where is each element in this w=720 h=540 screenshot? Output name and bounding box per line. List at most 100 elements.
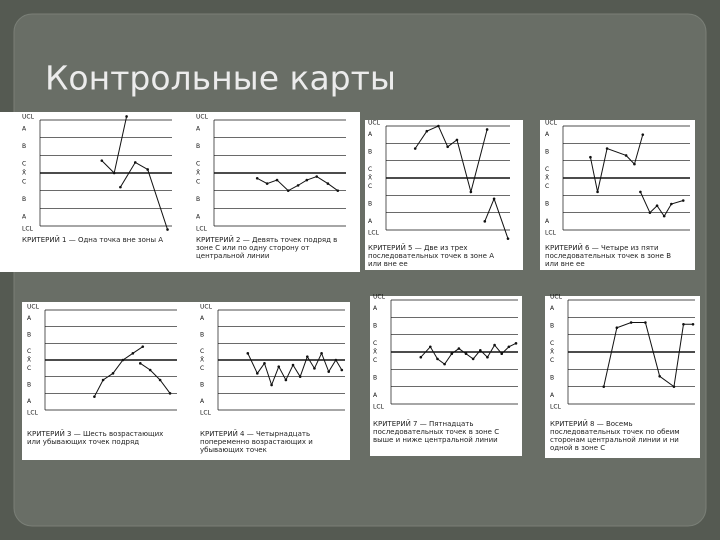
point: [471, 357, 475, 361]
zone-label: B: [27, 332, 31, 339]
point: [148, 368, 152, 372]
zone-label: UCL: [373, 294, 386, 301]
zone-label: C: [196, 178, 200, 185]
zone-label: A: [196, 125, 201, 132]
point: [334, 358, 338, 362]
point: [296, 184, 300, 187]
point: [486, 355, 489, 359]
point: [315, 175, 319, 178]
point: [485, 128, 489, 131]
zone-label: C: [368, 183, 372, 190]
zone-label: A: [550, 305, 555, 312]
point: [286, 189, 290, 192]
zone-label: A: [196, 214, 201, 221]
zone-label: C: [550, 357, 554, 364]
zone-label: B: [545, 149, 549, 156]
point: [615, 326, 619, 330]
zone-label: UCL: [368, 120, 381, 127]
zone-label: LCL: [545, 230, 557, 237]
zone-label: X̄: [196, 169, 200, 176]
panel: [545, 296, 700, 458]
panel: [0, 112, 360, 272]
zone-label: X̄: [545, 174, 549, 181]
point: [306, 355, 309, 358]
zone-label: A: [368, 218, 373, 225]
zone-label: C: [200, 348, 204, 355]
caption: КРИТЕРИЙ 8 — Восемь последовательных точ…: [550, 420, 680, 452]
zone-label: C: [22, 161, 26, 168]
zone-label: X̄: [550, 348, 554, 355]
zone-label: A: [200, 315, 205, 322]
zone-label: B: [22, 196, 26, 203]
zone-label: UCL: [545, 120, 558, 127]
zone-label: A: [373, 305, 378, 312]
zone-label: A: [545, 131, 550, 138]
zone-label: C: [545, 183, 549, 190]
zone-label: C: [550, 340, 554, 347]
zone-label: LCL: [196, 226, 208, 233]
point: [146, 168, 149, 171]
point: [450, 352, 454, 356]
trace: [93, 346, 144, 397]
panel: [370, 296, 522, 456]
point: [429, 345, 432, 349]
point: [111, 372, 115, 375]
caption: КРИТЕРИЙ 5 — Две из трех последовательны…: [368, 244, 494, 268]
point: [633, 162, 636, 166]
point: [158, 378, 162, 382]
zone-label: A: [200, 398, 205, 405]
point: [141, 345, 145, 348]
point: [596, 190, 599, 194]
point: [662, 214, 666, 218]
zone-label: B: [22, 143, 26, 150]
point: [457, 347, 461, 350]
caption: КРИТЕРИЙ 3 — Шесть возрастающих или убыв…: [27, 430, 164, 446]
zone-label: B: [196, 196, 200, 203]
point: [326, 182, 330, 185]
zone-label: LCL: [368, 230, 380, 237]
zone-label: A: [22, 125, 27, 132]
zone-label: B: [368, 201, 372, 208]
zone-label: A: [27, 398, 32, 405]
point: [624, 154, 628, 157]
point: [479, 348, 482, 352]
point: [483, 220, 487, 223]
point: [639, 190, 642, 194]
zone-label: A: [368, 131, 373, 138]
point: [507, 345, 511, 349]
title: Контрольные карты: [45, 59, 396, 98]
zone-label: A: [550, 392, 555, 399]
panel: [22, 302, 350, 460]
zone-label: C: [368, 166, 372, 173]
zone-label: C: [373, 340, 377, 347]
zone-label: A: [373, 392, 378, 399]
zone-label: B: [373, 323, 377, 330]
point: [492, 197, 496, 201]
zone-label: UCL: [550, 294, 563, 301]
caption: КРИТЕРИЙ 6 — Четыре из пяти последовател…: [545, 244, 672, 268]
zone-label: B: [550, 375, 554, 382]
zone-label: LCL: [550, 404, 562, 411]
zone-label: A: [22, 214, 27, 221]
point: [602, 385, 606, 388]
point: [443, 362, 446, 366]
point: [648, 211, 652, 214]
point: [629, 321, 633, 324]
zone-label: C: [196, 161, 200, 168]
zone-label: LCL: [373, 404, 385, 411]
point: [682, 322, 685, 326]
point: [644, 321, 647, 324]
point: [641, 133, 645, 136]
point: [101, 378, 105, 382]
zone-label: C: [27, 348, 31, 355]
zone-label: B: [27, 382, 31, 389]
zone-label: UCL: [22, 114, 35, 121]
trace: [639, 191, 684, 218]
point: [166, 228, 169, 231]
caption: КРИТЕРИЙ 7 — Пятнадцать последовательных…: [373, 420, 500, 444]
point: [691, 322, 695, 326]
zone-label: C: [27, 365, 31, 372]
point: [464, 352, 468, 356]
point: [658, 374, 661, 378]
